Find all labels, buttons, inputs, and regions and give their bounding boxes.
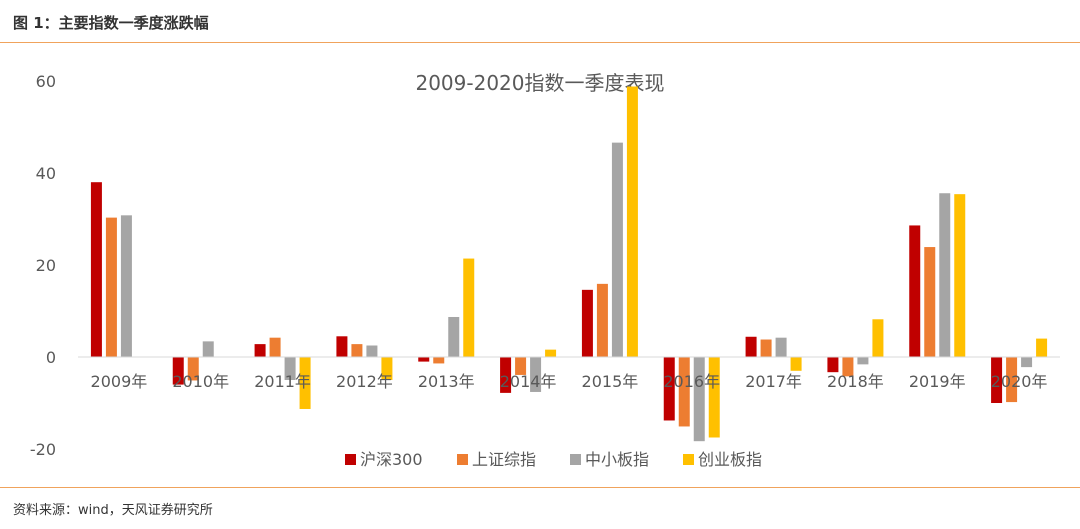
legend-label: 沪深300 xyxy=(360,450,423,469)
bar xyxy=(418,357,430,362)
y-tick-label: 0 xyxy=(46,348,56,367)
bar xyxy=(254,344,266,357)
category-label: 2018年 xyxy=(827,372,884,391)
bar xyxy=(120,215,132,357)
y-tick-label: 20 xyxy=(36,256,56,275)
bar xyxy=(857,357,869,365)
bar xyxy=(954,194,966,357)
bar xyxy=(336,336,348,357)
y-tick-label: 60 xyxy=(36,72,56,91)
bar xyxy=(202,341,214,357)
bar xyxy=(1006,357,1018,403)
category-label: 2015年 xyxy=(582,372,639,391)
category-label: 2019年 xyxy=(909,372,966,391)
y-axis-ticks: -20 0 20 40 60 xyxy=(30,72,56,459)
bar xyxy=(545,349,557,357)
category-label: 2020年 xyxy=(991,372,1048,391)
bar xyxy=(463,258,475,357)
bar xyxy=(924,247,936,357)
bar xyxy=(187,357,199,381)
bar xyxy=(1021,357,1033,368)
bar xyxy=(515,357,527,375)
legend-swatch xyxy=(570,454,581,465)
bar xyxy=(775,337,787,357)
legend-swatch xyxy=(683,454,694,465)
category-label: 2009年 xyxy=(91,372,148,391)
header-divider xyxy=(0,42,1080,43)
bar xyxy=(90,182,102,357)
bar xyxy=(663,357,675,421)
legend-label: 上证综指 xyxy=(472,450,536,469)
bar xyxy=(351,344,363,357)
category-label: 2011年 xyxy=(254,372,311,391)
category-labels: 2009年 2010年 2011年 2012年 2013年 2014年 2015年 2016年… xyxy=(91,372,1048,391)
bars xyxy=(90,86,1048,442)
bar xyxy=(909,225,921,357)
bar xyxy=(708,357,720,438)
bar xyxy=(284,357,296,380)
bar xyxy=(530,357,542,392)
bar xyxy=(842,357,854,377)
bar xyxy=(381,357,393,380)
bar xyxy=(1036,338,1048,357)
legend-swatch xyxy=(457,454,468,465)
legend-label: 中小板指 xyxy=(585,450,649,469)
y-tick-label: 40 xyxy=(36,164,56,183)
category-label: 2010年 xyxy=(172,372,229,391)
legend-swatch xyxy=(345,454,356,465)
chart-title: 2009-2020指数一季度表现 xyxy=(415,71,664,95)
bar xyxy=(105,217,117,357)
figure-title: 图 1：主要指数一季度涨跌幅 xyxy=(13,14,209,32)
legend-label: 创业板指 xyxy=(698,450,762,469)
bar xyxy=(827,357,839,373)
footer-divider xyxy=(0,487,1080,488)
category-label: 2016年 xyxy=(663,372,720,391)
source-note: 资料来源：wind，天风证券研究所 xyxy=(13,503,213,518)
bar xyxy=(433,357,445,364)
bar xyxy=(760,339,772,357)
bar xyxy=(500,357,512,393)
bar xyxy=(939,193,951,357)
bar xyxy=(172,357,184,385)
bar xyxy=(678,357,690,427)
bar xyxy=(299,357,311,409)
category-label: 2014年 xyxy=(500,372,557,391)
bar xyxy=(596,283,608,357)
category-label: 2013年 xyxy=(418,372,475,391)
bar xyxy=(626,86,638,357)
bar xyxy=(745,336,757,357)
category-label: 2012年 xyxy=(336,372,393,391)
bar xyxy=(448,316,460,357)
bar xyxy=(581,289,593,357)
category-label: 2017年 xyxy=(745,372,802,391)
bar xyxy=(269,337,281,357)
bar xyxy=(693,357,705,442)
legend: 沪深300 上证综指 中小板指 创业板指 xyxy=(345,450,762,469)
bar xyxy=(611,142,623,357)
bar xyxy=(991,357,1003,403)
bar xyxy=(872,319,884,357)
bar xyxy=(366,345,378,357)
bar xyxy=(790,357,802,371)
y-tick-label: -20 xyxy=(30,440,56,459)
